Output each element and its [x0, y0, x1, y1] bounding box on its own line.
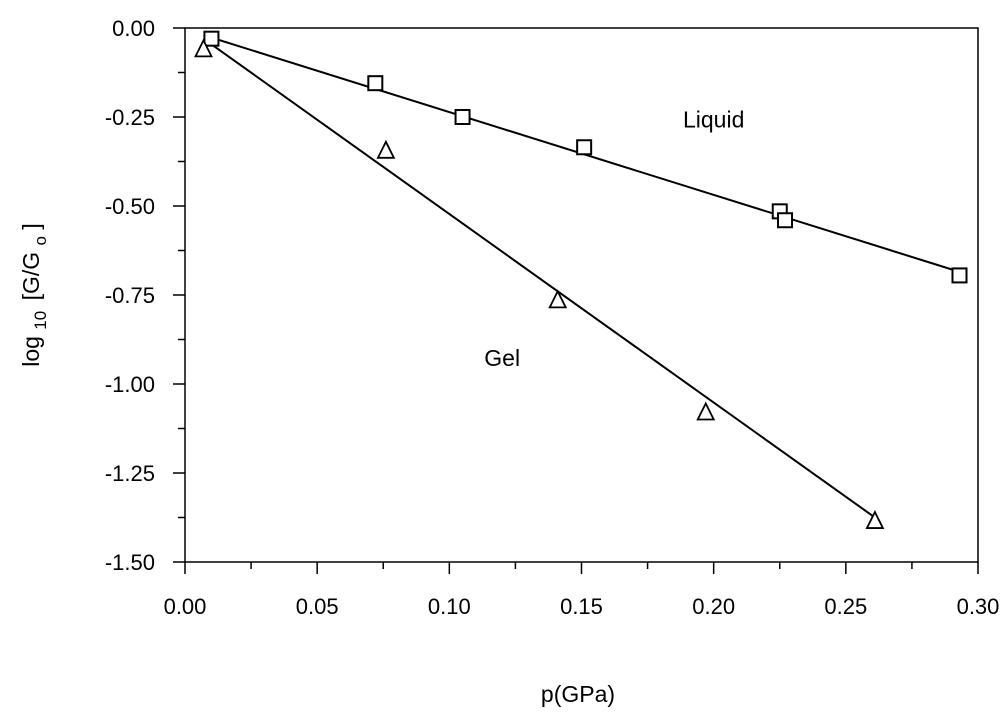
plot-frame: [184, 27, 979, 563]
annotation-gel: Gel: [484, 345, 520, 371]
triangle-fit-line: [202, 37, 876, 519]
square-marker: [951, 267, 968, 284]
triangle-marker: [376, 139, 396, 159]
x-tick-label: 0.10: [428, 594, 471, 619]
axis-ticks: 0.00 0.05 0.10 0.15 0.20 0.25 0.30 0.00 -0.25 -0.…: [105, 16, 1000, 619]
triangle-marker: [865, 510, 885, 529]
y-axis-label-log: log: [18, 336, 44, 367]
annotation-liquid: Liquid: [683, 107, 744, 133]
y-tick-label: -1.50: [105, 550, 155, 575]
annotations: Liquid Gel: [484, 107, 744, 372]
y-axis-label-sub: 10: [31, 311, 50, 330]
square-marker: [203, 30, 220, 47]
x-tick-label: 0.30: [957, 594, 1000, 619]
y-axis-label-bracket: [G/G: [18, 252, 44, 301]
x-tick-label: 0.25: [824, 594, 867, 619]
y-tick-label: -0.75: [105, 283, 155, 308]
y-tick-label: -0.25: [105, 105, 155, 130]
y-axis-label-sub2: o: [31, 236, 50, 245]
x-tick-label: 0.05: [296, 594, 339, 619]
data-markers: [194, 30, 968, 529]
triangle-marker: [548, 289, 568, 309]
y-tick-label: 0.00: [112, 16, 155, 41]
y-tick-label: -0.50: [105, 194, 155, 219]
x-tick-label: 0.00: [164, 594, 207, 619]
square-marker: [454, 109, 471, 125]
square-marker: [576, 139, 593, 156]
x-tick-label: 0.20: [692, 594, 735, 619]
fit-lines: [202, 34, 960, 519]
y-tick-label: -1.00: [105, 372, 155, 397]
y-axis-label: log 10 [G/G o ]: [18, 223, 51, 367]
y-axis-label-close: ]: [18, 223, 44, 229]
triangle-marker: [696, 401, 716, 421]
triangle-marker: [194, 38, 213, 58]
square-marker: [777, 212, 794, 229]
x-tick-label: 0.15: [560, 594, 603, 619]
y-tick-label: -1.25: [105, 461, 155, 486]
x-axis-label: p(GPa): [541, 681, 615, 707]
square-marker: [367, 75, 384, 92]
